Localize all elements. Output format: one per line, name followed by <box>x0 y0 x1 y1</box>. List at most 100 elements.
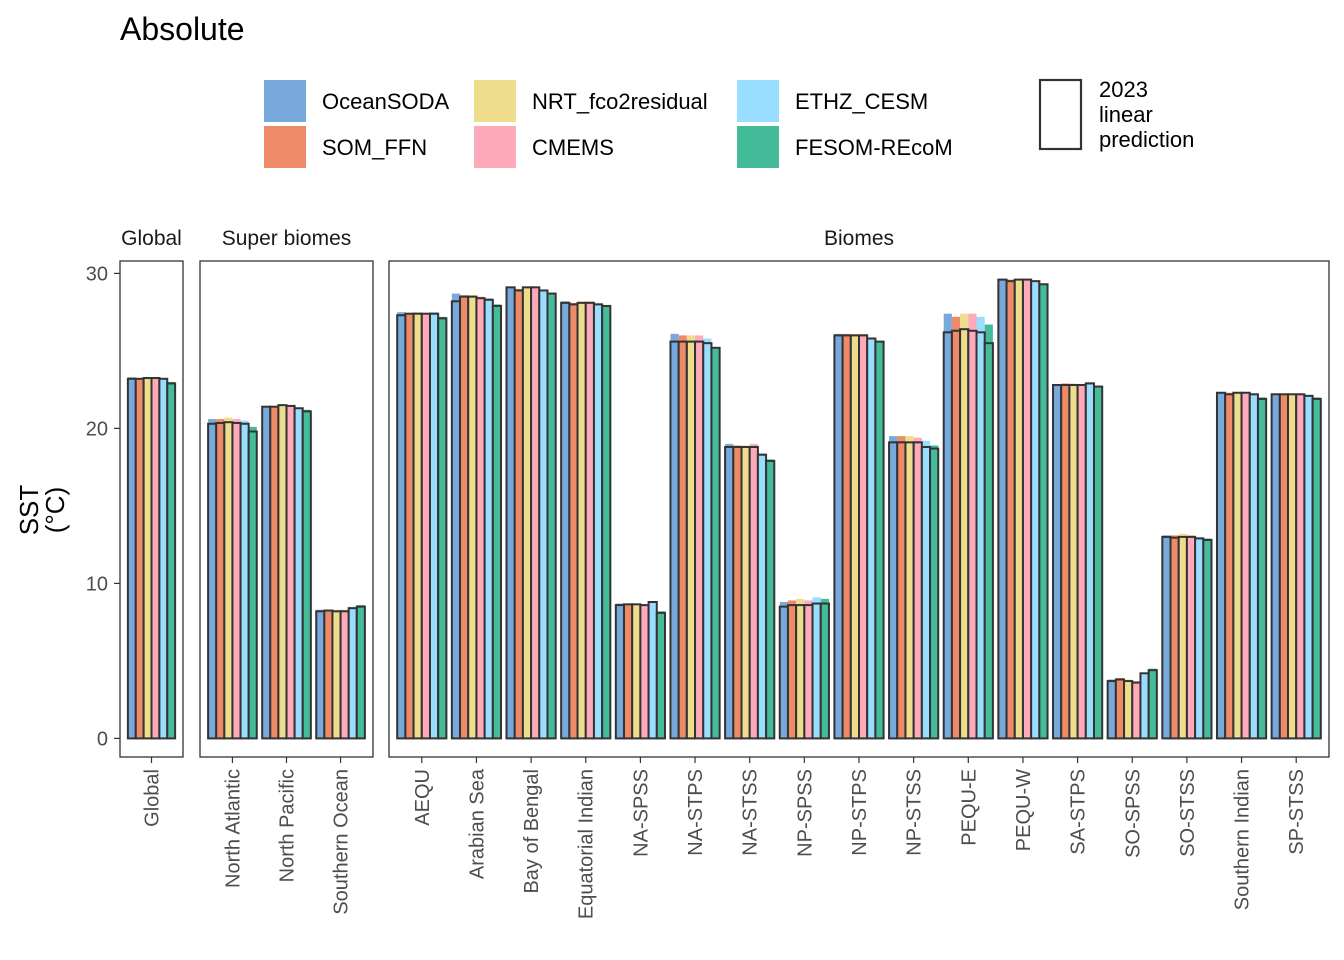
legend-label-oceansoda: OceanSODA <box>322 89 449 114</box>
prediction-bar-bay-of-bengal-ethz-cesm <box>538 289 549 740</box>
prediction-bar-equatorial-indian-oceansoda <box>560 301 571 740</box>
panel-frame <box>388 260 1330 758</box>
prediction-bar-so-spss-ethz-cesm <box>1139 672 1150 740</box>
prediction-bar-np-spss-nrt-fco2residual <box>795 604 806 740</box>
x-tick-label: North Atlantic <box>222 769 244 888</box>
prediction-bar-bay-of-bengal-cmems <box>530 286 541 740</box>
prediction-bar-sa-stps-oceansoda <box>1052 384 1063 740</box>
prediction-bar-southern-ocean-oceansoda <box>315 610 326 740</box>
prediction-bar-southern-ocean-nrt-fco2residual <box>331 610 342 740</box>
y-tick-label: 10 <box>86 573 108 595</box>
prediction-bar-north-atlantic-oceansoda <box>207 422 218 740</box>
prediction-bar-aequ-nrt-fco2residual <box>412 312 423 740</box>
prediction-bar-pequ-w-som-ffn <box>1005 280 1016 740</box>
panel-global: Global Global 0 10 20 30 <box>86 227 184 827</box>
x-tick-label: NP-STSS <box>904 769 926 856</box>
prediction-bar-sa-stps-fesom-recom <box>1093 385 1104 740</box>
prediction-bar-global-ethz-cesm <box>158 377 169 740</box>
prediction-bar-north-pacific-cmems <box>285 404 296 740</box>
prediction-bar-aequ-cmems <box>420 312 431 740</box>
prediction-bar-aequ-oceansoda <box>396 314 407 740</box>
strip-label-super-biomes: Super biomes <box>222 227 352 250</box>
prediction-bar-sa-stps-nrt-fco2residual <box>1068 384 1079 740</box>
x-tick-label: Equatorial Indian <box>576 769 598 919</box>
prediction-bar-global-som-ffn <box>134 377 145 740</box>
prediction-bar-na-stss-cmems <box>748 446 759 740</box>
prediction-bar-na-stss-som-ffn <box>732 446 743 740</box>
legend-swatch-cmems <box>474 126 516 168</box>
prediction-bar-np-stps-fesom-recom <box>874 340 885 740</box>
prediction-bar-north-atlantic-nrt-fco2residual <box>223 421 234 740</box>
strip-label-biomes: Biomes <box>824 227 894 250</box>
x-tick-label: NA-STPS <box>685 769 707 856</box>
prediction-bar-np-stss-oceansoda <box>888 441 899 740</box>
prediction-bar-na-stps-fesom-recom <box>710 346 721 740</box>
prediction-bar-bay-of-bengal-oceansoda <box>505 286 516 740</box>
legend-label-nrt-fco2residual: NRT_fco2residual <box>532 89 708 114</box>
legend: OceanSODA SOM_FFN NRT_fco2residual CMEMS ETH… <box>264 77 1194 168</box>
prediction-bar-bay-of-bengal-fesom-recom <box>546 292 557 740</box>
prediction-bar-sp-stss-nrt-fco2residual <box>1287 393 1298 740</box>
x-tick-label: North Pacific <box>277 769 299 882</box>
prediction-bar-so-stss-cmems <box>1185 535 1197 740</box>
prediction-bar-na-spss-cmems <box>639 604 650 740</box>
prediction-bar-np-stss-som-ffn <box>896 441 907 740</box>
prediction-bar-arabian-sea-fesom-recom <box>491 304 503 740</box>
prediction-bar-arabian-sea-cmems <box>475 297 486 740</box>
chart-panels: Global Global 0 10 20 30 Super biomes North Atl… <box>86 227 1330 919</box>
x-tick-label: NA-STSS <box>740 769 762 856</box>
prediction-bar-equatorial-indian-som-ffn <box>568 303 579 740</box>
prediction-bar-southern-ocean-cmems <box>339 610 350 740</box>
prediction-bar-na-stps-som-ffn <box>677 340 688 740</box>
x-tick-label: PEQU-E <box>958 769 980 846</box>
x-tick-label: AEQU <box>412 769 434 826</box>
panel-super-biomes: Super biomes North Atlantic North Pacific S… <box>199 227 374 915</box>
legend-swatch-prediction <box>1038 78 1083 151</box>
x-tick-label: SO-STSS <box>1177 769 1199 857</box>
prediction-bar-equatorial-indian-cmems <box>584 301 595 740</box>
prediction-bar-global-nrt-fco2residual <box>142 377 153 740</box>
y-tick-label: 20 <box>86 418 108 440</box>
prediction-bar-so-stss-nrt-fco2residual <box>1177 535 1188 740</box>
y-axis-label-line: SST <box>14 485 44 536</box>
y-tick-label: 30 <box>86 263 108 285</box>
prediction-bar-na-spss-ethz-cesm <box>647 601 658 740</box>
prediction-bar-north-pacific-nrt-fco2residual <box>277 404 288 740</box>
prediction-bar-np-spss-fesom-recom <box>819 602 830 740</box>
prediction-bar-np-stss-cmems <box>912 441 923 740</box>
x-tick-label: Arabian Sea <box>466 768 488 879</box>
prediction-bar-sa-stps-som-ffn <box>1060 384 1071 740</box>
x-tick-label: PEQU-W <box>1013 769 1035 851</box>
prediction-bar-np-stps-cmems <box>858 334 869 740</box>
prediction-bar-global-fesom-recom <box>166 382 177 740</box>
panel-frame <box>119 260 184 758</box>
prediction-bar-southern-indian-oceansoda <box>1215 391 1227 740</box>
x-tick-label: NP-STPS <box>849 769 871 856</box>
prediction-bar-southern-ocean-ethz-cesm <box>347 607 358 740</box>
prediction-bar-pequ-w-nrt-fco2residual <box>1013 278 1024 740</box>
prediction-bar-north-pacific-oceansoda <box>261 405 272 740</box>
prediction-bar-equatorial-indian-ethz-cesm <box>592 303 604 740</box>
prediction-bar-na-stss-fesom-recom <box>765 459 776 740</box>
prediction-bar-north-atlantic-fesom-recom <box>247 430 258 740</box>
prediction-bar-pequ-e-nrt-fco2residual <box>959 328 970 740</box>
prediction-bar-np-spss-cmems <box>803 604 814 740</box>
prediction-bar-na-stps-oceansoda <box>669 340 680 740</box>
prediction-bar-aequ-fesom-recom <box>437 317 448 740</box>
prediction-bar-pequ-w-oceansoda <box>997 278 1008 740</box>
prediction-bar-na-spss-fesom-recom <box>655 611 666 740</box>
x-tick-label: NP-SPSS <box>794 769 816 857</box>
prediction-bar-bay-of-bengal-som-ffn <box>513 289 524 740</box>
prediction-bar-equatorial-indian-fesom-recom <box>601 304 612 740</box>
prediction-bar-pequ-e-cmems <box>967 329 978 740</box>
prediction-bar-np-stps-nrt-fco2residual <box>849 334 860 740</box>
legend-swatch-oceansoda <box>264 80 306 122</box>
prediction-bar-na-spss-nrt-fco2residual <box>631 603 642 740</box>
prediction-bar-sp-stss-cmems <box>1295 393 1306 740</box>
prediction-bar-so-spss-fesom-recom <box>1147 669 1158 740</box>
prediction-bar-north-pacific-fesom-recom <box>301 410 312 740</box>
prediction-bar-sp-stss-ethz-cesm <box>1303 394 1314 740</box>
prediction-bar-southern-indian-fesom-recom <box>1256 397 1268 740</box>
prediction-bar-na-spss-som-ffn <box>623 603 634 740</box>
prediction-bar-na-stss-nrt-fco2residual <box>740 446 751 740</box>
